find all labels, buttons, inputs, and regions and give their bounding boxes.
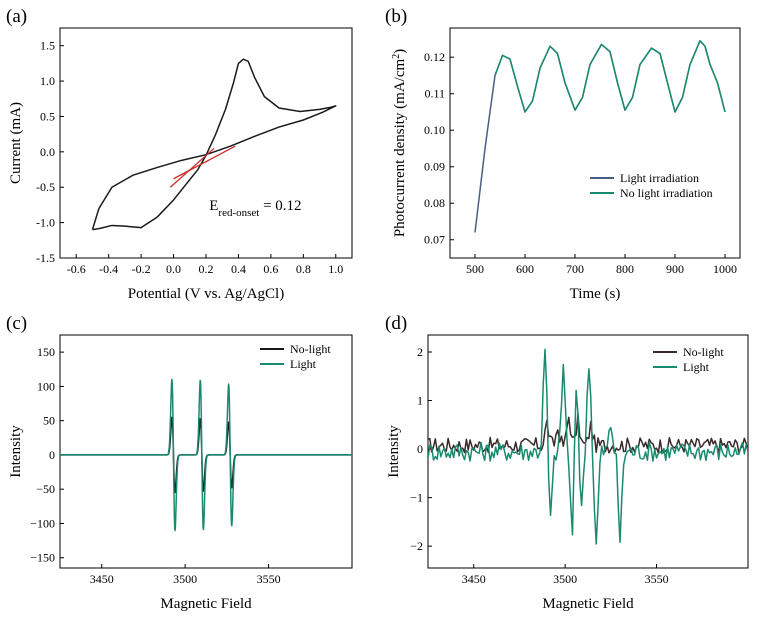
legend-label: Light irradiation <box>620 171 699 185</box>
x-tick-label: 3550 <box>257 572 281 586</box>
x-tick-label: 1000 <box>713 262 737 276</box>
series-line-no-light <box>428 412 748 454</box>
series-line-tangent-1 <box>169 147 215 188</box>
x-tick-label: 500 <box>466 262 484 276</box>
legend-label: No light irradiation <box>620 186 713 200</box>
series-group <box>474 40 726 233</box>
legend-label: No-light <box>290 342 331 356</box>
y-tick-label: 0.5 <box>40 109 55 123</box>
y-axis-label: Intensity <box>8 425 24 478</box>
y-tick-label: 100 <box>37 379 55 393</box>
x-axis-label: Magnetic Field <box>160 596 252 612</box>
y-tick-label: 1.0 <box>40 74 55 88</box>
annotation-main: E <box>209 198 218 214</box>
x-tick-label: 0.8 <box>296 262 311 276</box>
y-tick-label: 50 <box>43 414 55 428</box>
series-line-no-light-irradiation <box>494 40 726 113</box>
x-tick-label: 3500 <box>553 572 577 586</box>
series-line-tangent-2 <box>173 145 236 180</box>
y-tick-label: −1 <box>410 491 423 505</box>
y-tick-label: 1.5 <box>40 39 55 53</box>
y-tick-label: 0 <box>417 442 423 456</box>
x-tick-label: 0.2 <box>199 262 214 276</box>
y-tick-label: 0.0 <box>40 145 55 159</box>
y-tick-label: 0.10 <box>424 123 445 137</box>
x-tick-label: 900 <box>666 262 684 276</box>
x-tick-label: -0.4 <box>99 262 118 276</box>
x-tick-label: 3450 <box>462 572 486 586</box>
y-tick-label: 1 <box>417 394 423 408</box>
y-tick-label: −150 <box>30 551 55 565</box>
y-tick-label: 0.09 <box>424 160 445 174</box>
series-group <box>428 348 748 545</box>
y-tick-label: -0.5 <box>36 180 55 194</box>
series-group <box>91 58 337 231</box>
panel-c: (c) 3450 3500 3550 −150 −100 −50 0 50 100 150 Magne… <box>6 313 353 612</box>
x-axis-label: Magnetic Field <box>542 596 634 612</box>
y-tick-label: 0 <box>49 448 55 462</box>
x-tick-label: 3500 <box>173 572 197 586</box>
legend-label: Light <box>683 360 710 374</box>
x-tick-label: 3450 <box>90 572 114 586</box>
y-tick-label: −2 <box>410 539 423 553</box>
x-tick-label: 3550 <box>645 572 669 586</box>
y-tick-label: 0.11 <box>424 87 445 101</box>
panel-d: (d) 3450 3500 3550 −2 −1 0 1 2 Magnetic Field Inte… <box>385 313 749 612</box>
onset-annotation: Ered-onset = 0.12 <box>209 198 301 219</box>
y-tick-label: 0.07 <box>424 233 445 247</box>
y-tick-label: −50 <box>36 482 55 496</box>
x-tick-label: 0.0 <box>166 262 181 276</box>
plot-frame <box>59 334 353 569</box>
series-group <box>60 378 352 532</box>
annotation-suffix: = 0.12 <box>259 198 301 214</box>
annotation-sub: red-onset <box>218 207 259 219</box>
plot-frame <box>59 27 353 259</box>
legend-label: Light <box>290 357 317 371</box>
x-axis-label: Potential (V vs. Ag/AgCl) <box>128 286 284 302</box>
y-axis-label: Photocurrent density (mA/cm2) <box>391 49 409 237</box>
x-tick-label: 0.4 <box>231 262 246 276</box>
plot-frame <box>449 27 741 259</box>
y-axis-label-end: ) <box>392 49 408 54</box>
y-tick-label: -1.5 <box>36 251 55 265</box>
x-tick-label: 700 <box>566 262 584 276</box>
y-tick-label: −100 <box>30 516 55 530</box>
x-tick-label: -0.6 <box>67 262 86 276</box>
panel-label: (c) <box>6 313 27 334</box>
x-tick-label: 1.0 <box>328 262 343 276</box>
y-tick-label: 150 <box>37 345 55 359</box>
x-axis-label: Time (s) <box>570 286 621 302</box>
y-tick-label: 0.12 <box>424 50 445 64</box>
y-tick-label: 0.08 <box>424 196 445 210</box>
y-tick-label: -1.0 <box>36 216 55 230</box>
x-tick-label: -0.2 <box>132 262 151 276</box>
panel-a: (a) -0.6 -0.4 -0.2 0.0 0.2 0.4 0.6 0.8 1.0 -1.5 -1.… <box>6 6 353 302</box>
panel-label: (a) <box>6 6 27 27</box>
y-axis-label: Current (mA) <box>8 102 24 184</box>
x-tick-label: 0.6 <box>263 262 278 276</box>
x-tick-label: 800 <box>616 262 634 276</box>
y-tick-label: 2 <box>417 345 423 359</box>
legend-label: No-light <box>683 345 724 359</box>
series-line-cv-curve <box>91 58 337 231</box>
panel-label: (b) <box>385 6 407 27</box>
x-tick-label: 600 <box>516 262 534 276</box>
y-axis-label-sup: 2 <box>391 54 402 59</box>
panel-b: (b) 500 600 700 800 900 1000 0.07 0.08 0.09 0.10 0.… <box>385 6 741 302</box>
series-line-light <box>60 378 352 532</box>
y-axis-label: Intensity <box>386 425 402 478</box>
series-line-light <box>428 348 748 545</box>
panel-label: (d) <box>385 313 407 334</box>
